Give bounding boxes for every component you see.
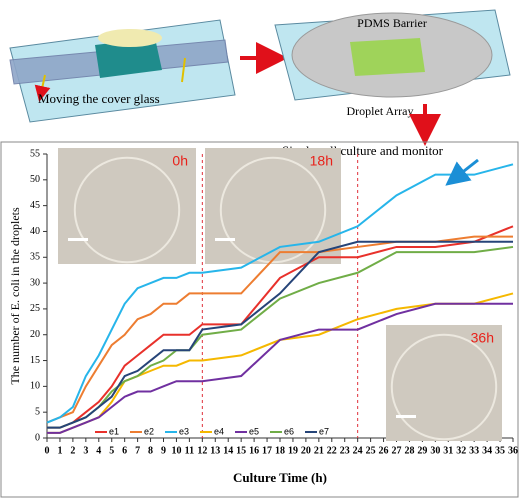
scale-bar [68, 238, 88, 241]
x-tick-label: 33 [469, 445, 479, 456]
chart-frame [0, 141, 519, 498]
cover-glass-diagram: Moving the cover glass [9, 19, 236, 123]
y-tick-label: 5 [35, 406, 40, 417]
legend-label: e2 [144, 426, 154, 436]
x-tick-label: 36 [508, 445, 518, 456]
x-tick-label: 23 [340, 445, 350, 456]
x-tick-label: 5 [109, 445, 114, 456]
series-line [46, 163, 514, 424]
series-line [47, 302, 513, 434]
legend-label: e5 [249, 426, 259, 436]
y-tick-label: 20 [30, 329, 40, 340]
y-tick-label: 15 [30, 355, 40, 366]
x-tick-label: 34 [482, 445, 492, 456]
series-line [47, 225, 514, 429]
x-tick-label: 16 [249, 445, 259, 456]
pointer-arrow [445, 158, 479, 186]
y-tick-label: 45 [30, 200, 40, 211]
droplet [390, 333, 498, 441]
x-tick-label: 11 [185, 445, 194, 456]
x-tick-label: 35 [495, 445, 505, 456]
x-tick-label: 27 [392, 445, 402, 456]
y-tick-label: 40 [30, 226, 40, 237]
x-axis-title: Culture Time (h) [233, 470, 327, 485]
x-tick-label: 30 [430, 445, 440, 456]
droplet [219, 156, 327, 264]
caption: Moving the cover glass [38, 91, 160, 106]
x-tick-label: 26 [379, 445, 389, 456]
x-tick-label: 14 [223, 445, 233, 456]
scale-bar [396, 415, 416, 418]
x-tick-label: 32 [456, 445, 466, 456]
x-tick-label: 22 [327, 445, 337, 456]
y-tick-label: 0 [35, 432, 40, 443]
time-label: 36h [471, 330, 494, 346]
x-tick-label: 4 [96, 445, 101, 456]
droplet-array-diagram: PDMS Barrier Droplet Array [274, 9, 511, 118]
y-tick-label: 10 [30, 381, 40, 392]
y-tick-label: 30 [30, 277, 40, 288]
y-tick-label: 50 [30, 174, 40, 185]
x-tick-label: 17 [262, 445, 272, 456]
legend-label: e4 [214, 426, 224, 436]
x-tick-label: 19 [288, 445, 298, 456]
legend-label: e6 [284, 426, 294, 436]
micrograph [58, 148, 196, 264]
legend-label: e1 [109, 426, 119, 436]
x-tick-label: 2 [70, 445, 75, 456]
y-axis-title: The number of E. coli in the droplets [8, 207, 22, 385]
legend-label: e3 [179, 426, 189, 436]
y-tick-label: 55 [30, 148, 40, 159]
x-tick-label: 7 [135, 445, 140, 456]
droplet [73, 156, 181, 264]
x-tick-label: 15 [236, 445, 246, 456]
x-tick-label: 10 [171, 445, 181, 456]
x-tick-label: 9 [161, 445, 166, 456]
x-tick-label: 13 [210, 445, 220, 456]
series-line [46, 235, 513, 424]
x-tick-label: 28 [404, 445, 414, 456]
x-tick-label: 20 [301, 445, 311, 456]
x-tick-label: 0 [45, 445, 50, 456]
x-tick-label: 31 [443, 445, 453, 456]
x-tick-label: 12 [197, 445, 207, 456]
time-label: 0h [172, 153, 188, 169]
x-tick-label: 6 [122, 445, 127, 456]
x-tick-label: 21 [314, 445, 324, 456]
scale-bar [215, 238, 235, 241]
micrograph [205, 148, 341, 264]
series-line [47, 240, 513, 429]
x-tick-label: 8 [148, 445, 153, 456]
x-tick-label: 3 [83, 445, 88, 456]
x-tick-label: 18 [275, 445, 285, 456]
x-tick-label: 29 [417, 445, 427, 456]
x-tick-label: 24 [353, 445, 363, 456]
label: Droplet Array [347, 104, 414, 118]
legend-label: e7 [319, 426, 329, 436]
x-tick-label: 25 [366, 445, 376, 456]
label: PDMS Barrier [357, 16, 427, 30]
x-tick-label: 1 [57, 445, 62, 456]
y-tick-label: 25 [30, 303, 40, 314]
y-tick-label: 35 [30, 252, 40, 263]
time-label: 18h [310, 153, 333, 169]
